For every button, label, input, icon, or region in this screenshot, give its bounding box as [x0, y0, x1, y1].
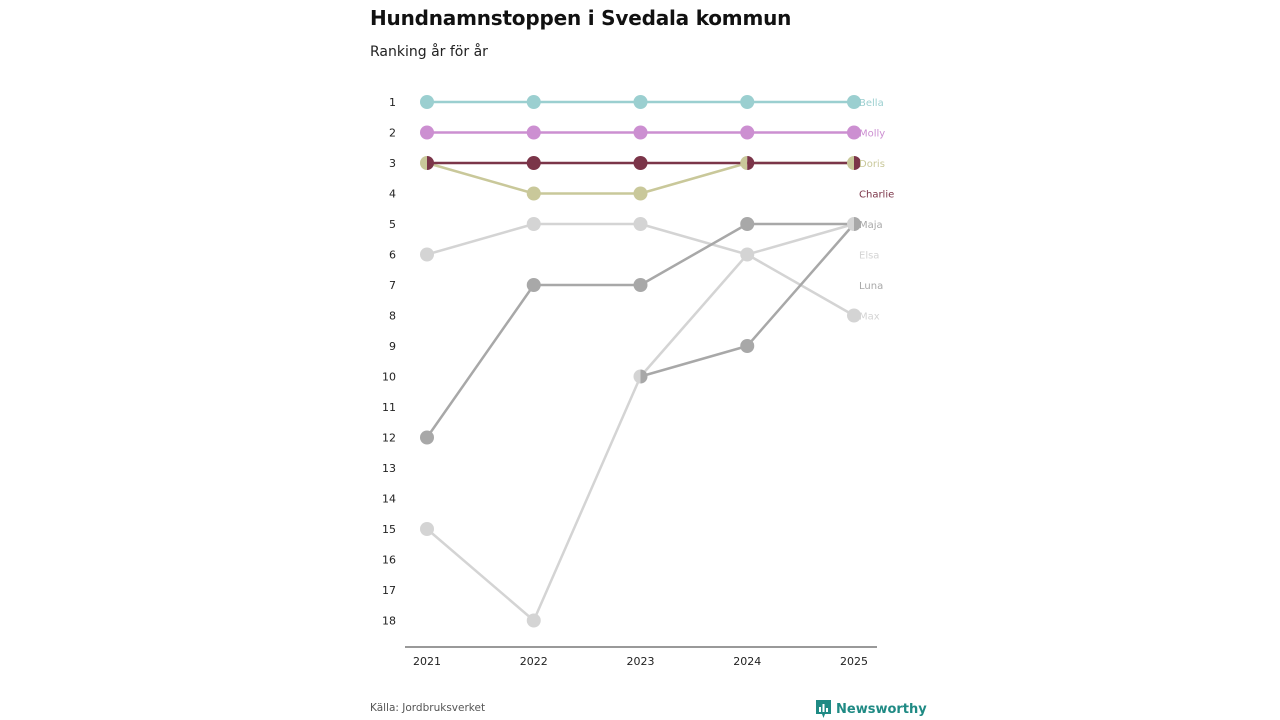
- y-tick-label: 2: [389, 127, 396, 140]
- data-point: [740, 339, 755, 353]
- chart-subtitle: Ranking år för år: [370, 44, 488, 60]
- data-point: [526, 217, 541, 231]
- data-point-half: [747, 156, 755, 170]
- y-tick-label: 14: [382, 493, 396, 506]
- series-end-label: Max: [859, 312, 880, 323]
- series-line-maja: [640, 223, 855, 378]
- series-line-max: [426, 222, 855, 317]
- data-point-half: [633, 369, 641, 384]
- data-point-half: [847, 217, 854, 231]
- y-tick-label: 4: [389, 188, 396, 201]
- data-point-half: [427, 156, 434, 170]
- y-tick-label: 8: [389, 310, 396, 323]
- series-end-label: Maja: [859, 220, 883, 231]
- data-point: [633, 217, 648, 231]
- data-point: [526, 125, 541, 140]
- y-tick-label: 7: [389, 279, 396, 292]
- bar-chart-icon: [816, 700, 831, 718]
- y-tick-label: 10: [382, 371, 396, 384]
- x-tick-label: 2023: [627, 655, 655, 668]
- data-point: [526, 95, 541, 109]
- series-end-label: Bella: [859, 98, 884, 109]
- data-point: [526, 278, 541, 292]
- data-point-half: [640, 369, 648, 384]
- data-point: [740, 125, 755, 140]
- y-tick-label: 1: [389, 96, 396, 109]
- data-point: [420, 125, 434, 140]
- data-point: [633, 186, 648, 201]
- chart-title: Hundnamnstoppen i Svedala kommun: [370, 6, 792, 30]
- series-end-label: Elsa: [859, 251, 879, 262]
- data-point: [526, 186, 541, 201]
- y-tick-label: 16: [382, 554, 396, 567]
- series-end-label: Doris: [859, 159, 885, 170]
- brand-logo[interactable]: Newsworthy: [816, 700, 927, 718]
- chart-svg: 2021 2022 2023 2024 202512345678910111213141…: [382, 95, 894, 668]
- data-point: [633, 125, 648, 140]
- data-point-half: [740, 156, 748, 170]
- x-tick-label: 2021: [413, 655, 441, 668]
- y-tick-label: 17: [382, 584, 396, 597]
- data-point: [847, 308, 861, 323]
- series-end-label: Luna: [859, 281, 883, 292]
- source-note: Källa: Jordbruksverket: [370, 702, 486, 714]
- data-point: [420, 430, 434, 445]
- x-tick-label: 2024: [733, 655, 761, 668]
- data-point: [847, 125, 861, 140]
- data-point: [740, 95, 755, 109]
- y-tick-label: 5: [389, 218, 396, 231]
- series-line-luna: [425, 222, 854, 439]
- brand-name: Newsworthy: [836, 701, 927, 717]
- data-point: [420, 247, 434, 262]
- y-tick-label: 3: [389, 157, 396, 170]
- data-point: [420, 522, 434, 536]
- data-point: [526, 613, 541, 628]
- data-point-half: [847, 156, 854, 170]
- y-tick-label: 11: [382, 401, 396, 414]
- series-end-label: Molly: [859, 129, 885, 140]
- y-tick-label: 13: [382, 462, 396, 475]
- y-tick-label: 9: [389, 340, 396, 353]
- x-tick-label: 2025: [840, 655, 868, 668]
- data-point: [740, 217, 755, 231]
- y-tick-label: 12: [382, 432, 396, 445]
- data-point-half: [854, 217, 861, 231]
- y-tick-label: 15: [382, 523, 396, 536]
- x-tick-label: 2022: [520, 655, 548, 668]
- data-point-half: [420, 156, 427, 170]
- data-point: [526, 156, 541, 170]
- data-point: [633, 278, 648, 292]
- data-point: [633, 95, 648, 109]
- data-point: [740, 247, 755, 262]
- data-point: [420, 95, 434, 109]
- data-point: [633, 156, 648, 170]
- series-end-label: Charlie: [859, 190, 894, 201]
- y-tick-label: 18: [382, 615, 396, 628]
- data-point-half: [854, 156, 861, 170]
- data-point: [847, 95, 861, 109]
- y-tick-label: 6: [389, 249, 396, 262]
